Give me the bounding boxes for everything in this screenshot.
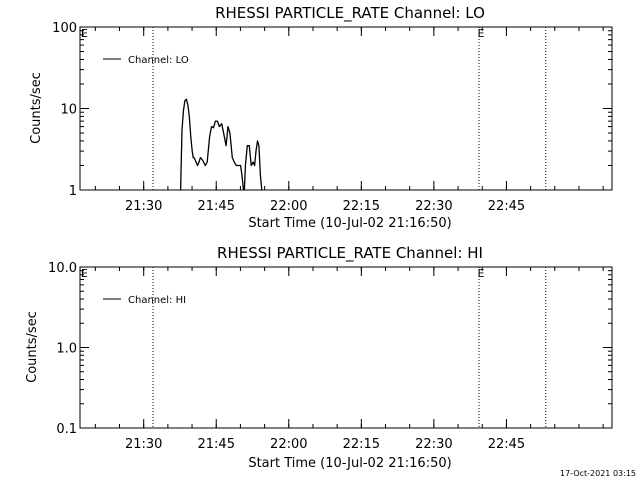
x-tick-label: 22:15 <box>343 199 380 214</box>
plot-frame <box>79 26 613 191</box>
x-tick-label: 22:45 <box>488 199 525 214</box>
y-tick-label: 1 <box>69 184 77 199</box>
event-flag: E <box>81 267 88 280</box>
x-tick-label: 22:00 <box>270 199 307 214</box>
event-flag: E <box>477 27 484 40</box>
x-tick-label: 21:30 <box>125 199 162 214</box>
x-tick-label: 21:30 <box>125 437 162 452</box>
x-tick-label: 22:00 <box>270 437 307 452</box>
event-flag: E <box>81 27 88 40</box>
y-tick-label: 100 <box>52 21 77 36</box>
y-tick-label: 0.1 <box>56 422 77 437</box>
legend-label: Channel: HI <box>128 295 186 306</box>
timestamp: 17-Oct-2021 03:15 <box>560 469 636 478</box>
plot-frame <box>79 266 613 429</box>
panel-lo: RHESSI PARTICLE_RATE Channel: LO Start T… <box>29 4 613 231</box>
x-tick-label: 21:45 <box>198 437 235 452</box>
x-tick-label: 22:45 <box>488 437 525 452</box>
chart-title: RHESSI PARTICLE_RATE Channel: LO <box>215 4 485 23</box>
event-flag: E <box>477 267 484 280</box>
x-axis-label: Start Time (10-Jul-02 21:16:50) <box>248 216 451 231</box>
y-axis-label: Counts/sec <box>25 311 40 383</box>
x-tick-label: 22:15 <box>343 437 380 452</box>
y-tick-label: 1.0 <box>56 342 77 357</box>
legend-label: Channel: LO <box>128 55 189 66</box>
x-tick-label: 21:45 <box>198 199 235 214</box>
y-axis-label: Counts/sec <box>29 72 44 144</box>
x-axis-label: Start Time (10-Jul-02 21:16:50) <box>248 456 451 471</box>
chart-title: RHESSI PARTICLE_RATE Channel: HI <box>217 244 483 263</box>
y-tick-label: 10.0 <box>48 261 77 276</box>
x-tick-label: 22:30 <box>415 199 452 214</box>
series-line <box>179 98 263 191</box>
panel-hi: RHESSI PARTICLE_RATE Channel: HI Start T… <box>25 244 613 471</box>
x-tick-label: 22:30 <box>415 437 452 452</box>
y-tick-label: 10 <box>60 103 77 118</box>
